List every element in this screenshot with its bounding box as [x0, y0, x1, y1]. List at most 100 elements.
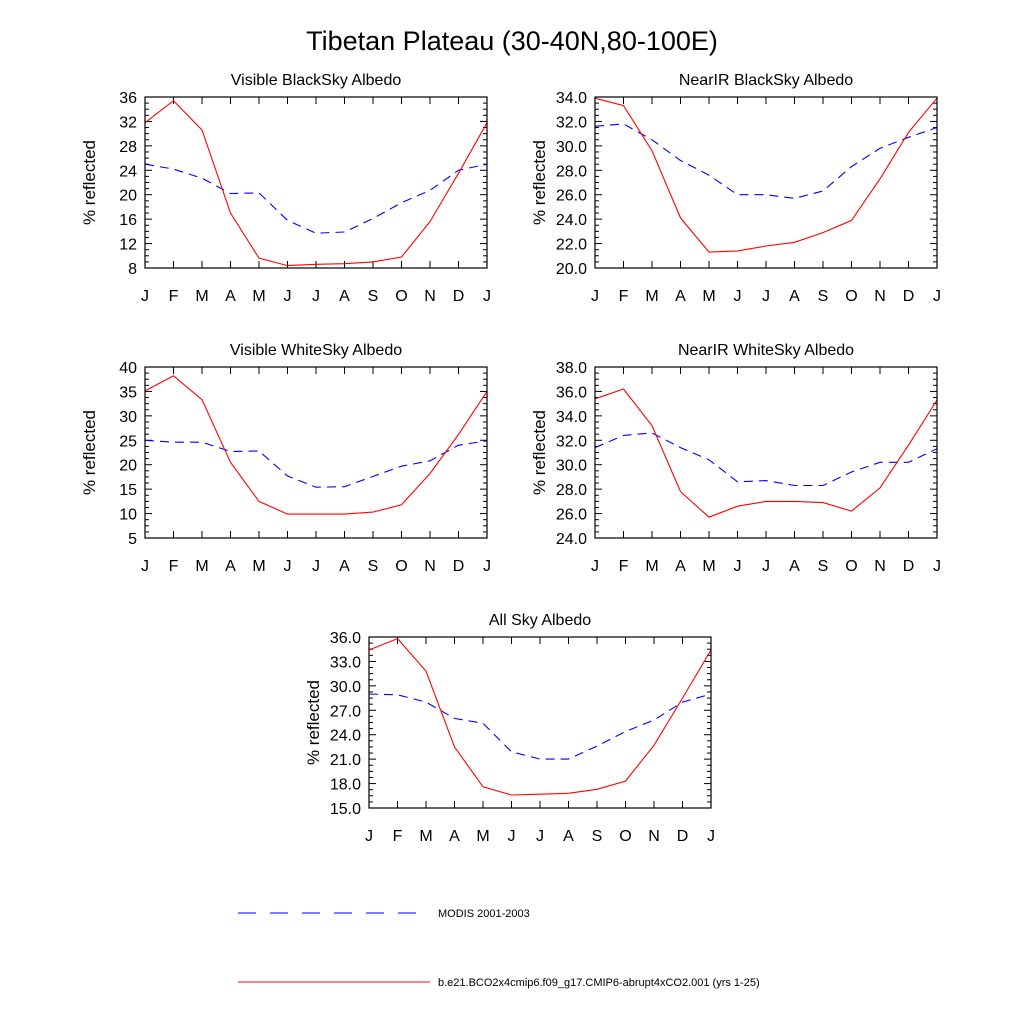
y-tick-label: 24.0 — [556, 531, 587, 548]
figure-title: Tibetan Plateau (30-40N,80-100E) — [306, 26, 718, 56]
x-tick-label: A — [675, 558, 686, 575]
y-tick-label: 20 — [119, 188, 137, 205]
x-tick-label: M — [252, 558, 265, 575]
series-model-line — [594, 97, 938, 253]
y-tick-label: 32 — [119, 114, 137, 131]
y-tick-label: 36.0 — [330, 630, 361, 647]
x-tick-label: J — [707, 828, 715, 845]
y-tick-label: 36 — [119, 90, 137, 107]
x-tick-label: O — [845, 288, 857, 305]
series-modis-line — [144, 439, 488, 488]
x-tick-label: A — [339, 558, 350, 575]
y-tick-label: 27.0 — [330, 703, 361, 720]
x-tick-label: O — [395, 558, 407, 575]
x-tick-label: A — [789, 288, 800, 305]
x-tick-label: J — [141, 288, 149, 305]
x-tick-label: J — [734, 558, 742, 575]
x-tick-label: J — [365, 828, 373, 845]
x-tick-label: M — [419, 828, 432, 845]
y-axis-label: % reflected — [530, 410, 549, 495]
x-tick-label: J — [734, 288, 742, 305]
x-tick-label: F — [169, 288, 179, 305]
y-tick-label: 38.0 — [556, 360, 587, 377]
x-tick-label: J — [483, 288, 491, 305]
x-tick-label: J — [284, 558, 292, 575]
x-tick-label: J — [483, 558, 491, 575]
x-tick-label: N — [874, 558, 886, 575]
x-tick-label: A — [225, 558, 236, 575]
x-tick-label: A — [225, 288, 236, 305]
series-modis-line — [144, 163, 488, 234]
x-tick-label: D — [677, 828, 689, 845]
x-tick-label: A — [563, 828, 574, 845]
x-tick-label: S — [818, 288, 829, 305]
x-tick-label: J — [312, 288, 320, 305]
y-tick-label: 24.0 — [330, 728, 361, 745]
x-tick-label: J — [141, 558, 149, 575]
y-tick-label: 34.0 — [556, 90, 587, 107]
y-tick-label: 26.0 — [556, 507, 587, 524]
x-tick-label: M — [645, 288, 658, 305]
y-tick-label: 5 — [128, 531, 137, 548]
x-tick-label: S — [368, 288, 379, 305]
y-tick-label: 22.0 — [556, 237, 587, 254]
y-tick-label: 28.0 — [556, 482, 587, 499]
y-tick-label: 28 — [119, 139, 137, 156]
x-tick-label: M — [252, 288, 265, 305]
series-modis-line — [594, 123, 938, 199]
x-tick-label: A — [339, 288, 350, 305]
y-tick-label: 15.0 — [330, 801, 361, 818]
y-tick-label: 30 — [119, 409, 137, 426]
y-tick-label: 30.0 — [556, 139, 587, 156]
x-tick-label: N — [424, 288, 436, 305]
legend: MODIS 2001-2003 b.e21.BCO2x4cmip6.f09_g17… — [238, 908, 760, 989]
series-model-line — [594, 388, 938, 518]
x-tick-label: N — [648, 828, 660, 845]
x-tick-label: M — [476, 828, 489, 845]
x-tick-label: D — [903, 558, 915, 575]
series-model-line — [368, 637, 712, 796]
plot-frame — [594, 96, 938, 269]
x-tick-label: M — [195, 558, 208, 575]
x-tick-label: M — [645, 558, 658, 575]
x-tick-label: J — [933, 288, 941, 305]
y-tick-label: 21.0 — [330, 752, 361, 769]
y-axis-label: % reflected — [530, 140, 549, 225]
x-tick-label: F — [619, 558, 629, 575]
x-tick-label: J — [284, 288, 292, 305]
x-tick-label: J — [536, 828, 544, 845]
y-tick-label: 24.0 — [556, 212, 587, 229]
y-axis-label: % reflected — [80, 410, 99, 495]
x-tick-label: S — [368, 558, 379, 575]
series-modis-line — [594, 432, 938, 487]
y-tick-label: 32.0 — [556, 114, 587, 131]
x-tick-label: N — [874, 288, 886, 305]
legend-label: MODIS 2001-2003 — [438, 908, 530, 920]
y-tick-label: 8 — [128, 261, 137, 278]
y-tick-label: 33.0 — [330, 654, 361, 671]
y-tick-label: 12 — [119, 237, 137, 254]
y-axis-label: % reflected — [304, 680, 323, 765]
x-tick-label: S — [592, 828, 603, 845]
panel-title: NearIR BlackSky Albedo — [679, 72, 853, 89]
y-tick-label: 16 — [119, 212, 137, 229]
y-tick-label: 28.0 — [556, 163, 587, 180]
y-tick-label: 26.0 — [556, 188, 587, 205]
y-tick-label: 34.0 — [556, 409, 587, 426]
x-tick-label: J — [933, 558, 941, 575]
x-tick-label: A — [675, 288, 686, 305]
x-tick-label: A — [449, 828, 460, 845]
x-tick-label: F — [393, 828, 403, 845]
x-tick-label: D — [453, 288, 465, 305]
panel-title: Visible WhiteSky Albedo — [230, 342, 402, 359]
y-tick-label: 25 — [119, 433, 137, 450]
y-tick-label: 15 — [119, 482, 137, 499]
y-tick-label: 10 — [119, 507, 137, 524]
